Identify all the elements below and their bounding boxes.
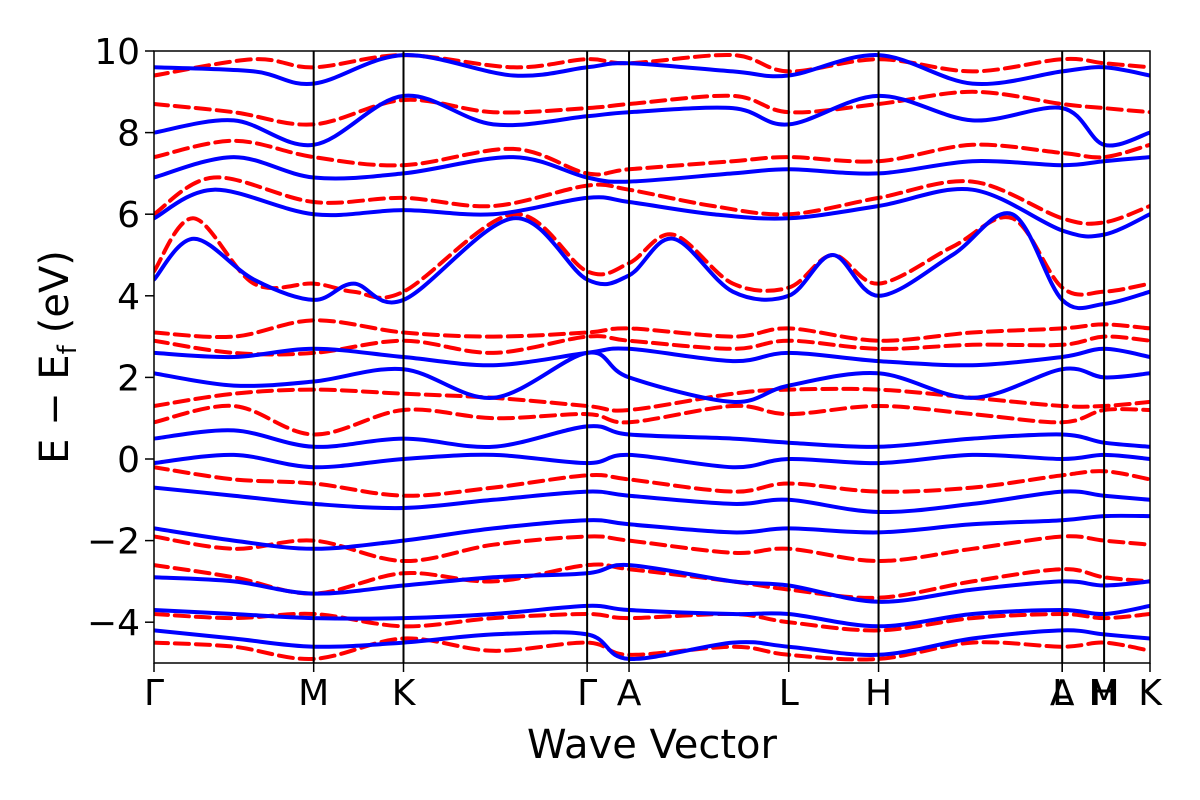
high-symmetry-lines (312, 51, 1106, 663)
y-tick-label: 8 (117, 114, 140, 155)
x-tick-label: K (392, 673, 417, 714)
solid-band-9 (154, 452, 1150, 470)
solid-band-8 (154, 424, 1150, 450)
dashed-band-10 (154, 465, 1150, 498)
solid-band-1 (154, 211, 1150, 311)
solid-band-12 (154, 562, 1150, 604)
y-tick-label: 10 (94, 32, 140, 73)
x-tick-label: L (1052, 673, 1072, 714)
x-tick-label: L (779, 673, 799, 714)
plot-frame (153, 50, 1151, 664)
y-axis-label-unit: (eV) (32, 250, 78, 333)
y-axis-label-main: E − E (32, 354, 78, 464)
x-axis-ticks: Γ M K Γ A L H AL MH K (144, 663, 1163, 714)
plot-background (154, 51, 1150, 663)
solid-band-6 (154, 346, 1150, 368)
y-tick-label: 6 (117, 195, 140, 236)
dashed-band-8 (154, 386, 1150, 413)
y-tick-label: 4 (117, 277, 140, 318)
x-tick-label: K (1138, 673, 1163, 714)
x-tick-label: H (865, 673, 892, 714)
solid-band-5 (154, 53, 1150, 87)
dashed-band-6 (154, 318, 1150, 343)
x-tick-label: A (1050, 673, 1075, 714)
x-tick-label: H (1091, 673, 1118, 714)
dashed-band-4 (154, 89, 1150, 127)
solid-band-10 (154, 485, 1150, 515)
dashed-band-3 (154, 138, 1150, 177)
y-axis-label-subscript: f (53, 344, 83, 354)
solid-band-4 (154, 93, 1150, 148)
solid-band-11 (154, 513, 1150, 551)
x-tick-label: M (1089, 673, 1120, 714)
dashed-band-14 (154, 636, 1150, 662)
y-tick-label: −2 (87, 522, 140, 563)
solid-band-14 (154, 628, 1150, 661)
x-axis-label: Wave Vector (527, 722, 778, 768)
y-axis-ticks: −4 −2 0 2 4 6 8 10 (87, 32, 154, 644)
solid-band-7 (154, 350, 1150, 404)
dashed-band-7 (154, 334, 1150, 357)
y-tick-label: 2 (117, 358, 140, 399)
y-axis-label: E − Ef (eV) (32, 250, 83, 464)
x-tick-label: A (617, 673, 642, 714)
solid-band-13 (154, 603, 1150, 629)
x-tick-label: M (298, 673, 329, 714)
y-tick-label: 0 (117, 440, 140, 481)
bands-layer (154, 52, 1150, 662)
dashed-band-13 (154, 611, 1150, 633)
y-tick-label: −4 (87, 603, 140, 644)
x-tick-label: Γ (577, 673, 597, 714)
x-tick-label: Γ (144, 673, 164, 714)
